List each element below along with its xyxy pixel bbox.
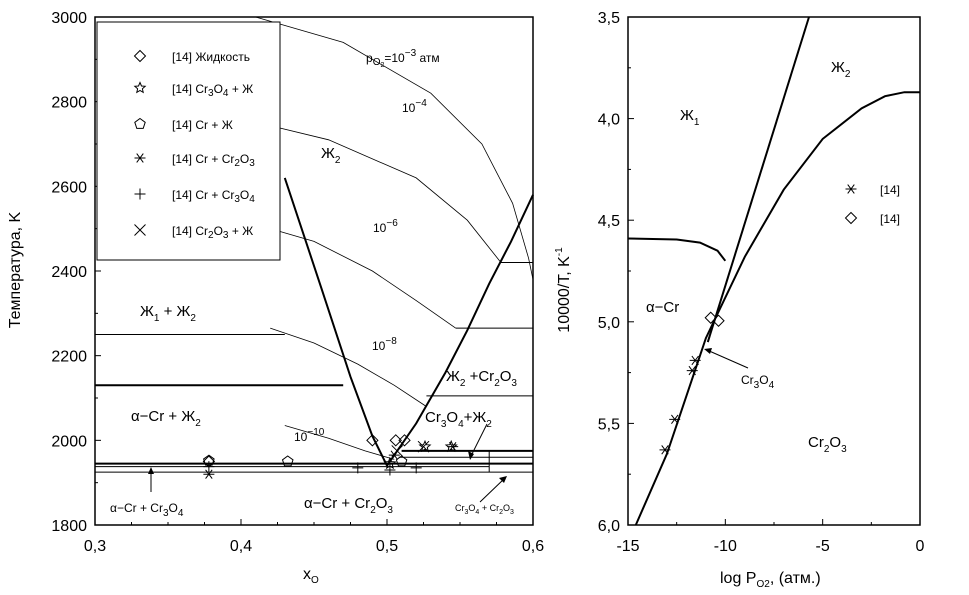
y-tick-label: 1800 xyxy=(51,518,87,535)
diamond-data-point xyxy=(704,311,717,324)
legend-marker-cross xyxy=(134,224,146,236)
legend-marker-star xyxy=(133,81,147,94)
legend-entry-2: [14] Cr + Ж xyxy=(172,118,233,132)
region-label-zh1-zh2: Ж1 + Ж2 xyxy=(140,303,196,324)
isobar-label-1e-4: 10−4 xyxy=(402,98,427,115)
asterisk-data-point xyxy=(447,441,459,452)
legend-marker-asterisk xyxy=(845,184,857,194)
liquidus-right xyxy=(386,194,534,467)
liquidus-left xyxy=(283,177,388,467)
star-data-point xyxy=(418,439,432,453)
diamond-data-point xyxy=(712,314,725,327)
x-tick-label: 0,5 xyxy=(376,538,398,555)
asterisk-data-point xyxy=(689,355,701,366)
legend-entry-3: [14] Cr + Cr2O3 xyxy=(172,152,255,169)
x-tick-label: 0,4 xyxy=(230,538,252,555)
diamond-data-point xyxy=(398,434,411,447)
region-label-zh2-cr2o3: Ж2 +Cr2O3 xyxy=(446,368,517,389)
legend-entry-5: [14] Cr2O3 + Ж xyxy=(172,224,253,241)
y-tick-label: 4,0 xyxy=(598,112,620,129)
right-legend-entry-1: [14] xyxy=(880,212,900,226)
isobar-label-1e-10: 10−10 xyxy=(294,427,325,444)
left-x-axis-label: xO xyxy=(303,566,319,586)
legend-marker-diamond xyxy=(133,49,147,63)
diamond-data-point xyxy=(366,434,379,447)
diamond-data-point xyxy=(389,434,402,447)
asterisk-data-point xyxy=(669,414,681,425)
legend-marker-pentagon xyxy=(134,117,146,129)
left-legend: [14] Жидкость [14] Cr3O4 + Ж [14] Cr + Ж… xyxy=(96,21,281,261)
x-tick-label: -15 xyxy=(616,538,639,555)
region-label-zh2: Ж2 xyxy=(321,145,341,166)
region-label-acr-zh2: α−Cr + Ж2 xyxy=(131,408,201,429)
plus-data-point xyxy=(352,462,364,474)
right-y-axis-label: 10000/T, K-1 xyxy=(554,247,573,333)
isobar-label-1e-8: 10−8 xyxy=(372,336,397,353)
region-label-cr3o4-right: Cr3O4 xyxy=(741,373,775,391)
isobar-label-p1e-3: pO2=10−3 атм xyxy=(366,48,440,69)
region-label-zh1: Ж1 xyxy=(680,107,700,128)
x-tick-label: -10 xyxy=(714,538,737,555)
main-boundary-line xyxy=(634,91,920,526)
annotation-arrow-cr3o4-cr2o3 xyxy=(479,476,507,503)
plus-data-point xyxy=(410,462,422,474)
cross-data-point xyxy=(417,440,430,453)
legend-marker-asterisk xyxy=(134,153,146,163)
left-chart: 0,3 0,4 0,5 0,6 1800 2000 2200 2400 2600 2800 300… xyxy=(7,10,544,586)
cross-data-point xyxy=(391,445,404,457)
plus-data-point xyxy=(203,461,215,473)
isobar-line xyxy=(255,16,534,280)
isobar-label-1e-6: 10−6 xyxy=(373,218,398,235)
asterisk-data-point xyxy=(203,469,215,479)
y-tick-label: 5,0 xyxy=(598,315,620,332)
right-plot-frame xyxy=(627,16,921,526)
asterisk-data-point xyxy=(686,365,698,376)
isobar-line xyxy=(270,327,427,407)
x-tick-label: -5 xyxy=(816,538,830,555)
asterisk-data-point xyxy=(659,445,671,455)
legend-entry-1: [14] Cr3O4 + Ж xyxy=(172,82,253,99)
annotation-arrow-cr3o4-right xyxy=(704,348,749,369)
x-tick-label: 0 xyxy=(916,538,925,555)
y-tick-label: 2400 xyxy=(51,264,87,281)
annotation-arrow-acr-cr3o4 xyxy=(148,467,154,492)
y-tick-label: 4,5 xyxy=(598,213,620,230)
region-label-cr3o4-cr2o3: Cr3O4 + Cr2O3 xyxy=(455,503,514,516)
x-tick-label: 0,3 xyxy=(84,538,106,555)
x-tick-label: 0,6 xyxy=(522,538,544,555)
y-tick-label: 3,5 xyxy=(598,10,620,27)
legend-box xyxy=(96,21,281,261)
annotation-arrow-cr3o4-zh2 xyxy=(468,423,488,460)
y-tick-label: 6,0 xyxy=(598,518,620,535)
right-chart: -15 -10 -5 0 3,5 4,0 4,5 5,0 5,5 6,0 log PO2, (а… xyxy=(554,10,925,590)
right-x-axis-label: log PO2, (атм.) xyxy=(720,570,821,590)
region-label-cr3o4-zh2: Cr3O4+Ж2 xyxy=(425,409,492,430)
isobar-line xyxy=(255,224,456,329)
legend-marker-diamond xyxy=(844,211,858,225)
right-legend: [14] [14] xyxy=(844,183,900,226)
legend-entry-0: [14] Жидкость xyxy=(172,50,250,64)
region-label-acr-cr3o4: α−Cr + Cr3O4 xyxy=(110,501,184,519)
legend-entry-4: [14] Cr + Cr3O4 xyxy=(172,188,255,205)
region-label-acr-cr2o3: α−Cr + Cr2O3 xyxy=(304,495,393,516)
y-tick-label: 5,5 xyxy=(598,416,620,433)
y-tick-label: 2800 xyxy=(51,95,87,112)
y-tick-label: 2200 xyxy=(51,349,87,366)
region-label-cr2o3-right: Cr2O3 xyxy=(808,434,847,455)
alpha-boundary-line xyxy=(627,237,727,262)
plus-data-point xyxy=(384,464,396,476)
right-legend-entry-0: [14] xyxy=(880,183,900,197)
isobar-line xyxy=(284,425,395,460)
pentagon-data-point xyxy=(281,455,294,467)
left-y-axis-label: Температура, K xyxy=(7,211,24,328)
region-label-acr-right: α−Cr xyxy=(646,299,679,316)
isobar-line xyxy=(240,118,502,263)
y-tick-label: 3000 xyxy=(51,10,87,27)
legend-marker-plus xyxy=(134,188,146,200)
region-label-zh2-right: Ж2 xyxy=(831,59,851,80)
steep-boundary-line xyxy=(706,16,810,343)
y-tick-label: 2600 xyxy=(51,179,87,196)
y-tick-label: 2000 xyxy=(51,433,87,450)
